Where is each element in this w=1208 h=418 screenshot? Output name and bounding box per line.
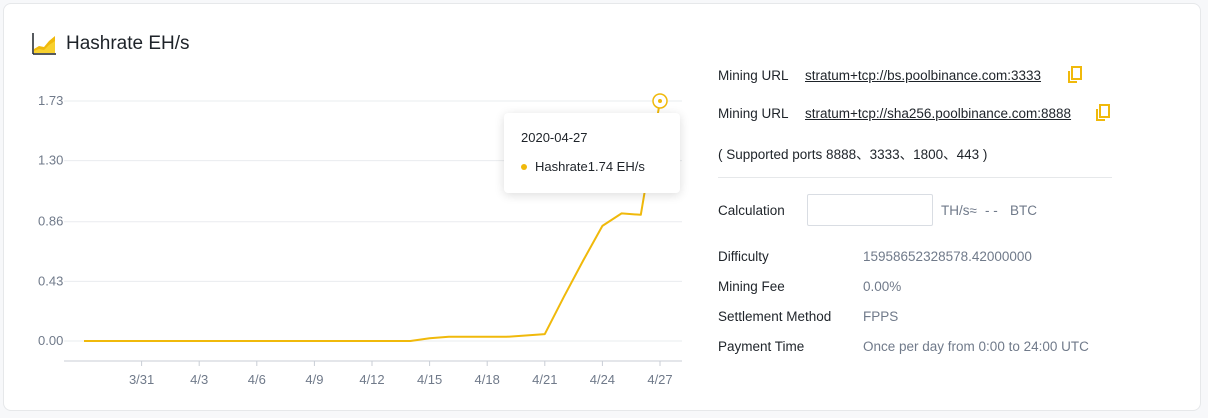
tooltip-date: 2020-04-27 (521, 130, 588, 145)
tooltip-series-name: Hashrate (535, 159, 588, 174)
supported-ports-note: ( Supported ports 8888、3333、1800、443 ) (718, 147, 988, 162)
calculation-result: - - (985, 203, 998, 218)
detail-value: FPPS (863, 309, 899, 324)
x-tick-label: 3/31 (129, 372, 154, 387)
mining-url-link[interactable]: stratum+tcp://sha256.poolbinance.com:888… (805, 106, 1072, 121)
copy-icon[interactable] (1095, 104, 1111, 122)
hashrate-line-chart: 1.73 1.30 0.86 0.43 0.00 3/31 4/3 4/6 4/9 4/12 4/… (38, 93, 682, 387)
tooltip-row: Hashrate 1.74 EH/s (521, 159, 680, 174)
detail-label: Mining Fee (718, 279, 785, 294)
detail-value: 0.00% (863, 279, 902, 294)
series-dot-icon (521, 163, 527, 170)
chart-tooltip: 2020-04-27 Hashrate 1.74 EH/s (504, 113, 680, 193)
x-tick-label: 4/12 (359, 372, 384, 387)
y-tick-label: 1.73 (38, 93, 63, 108)
calculation-label: Calculation (718, 203, 785, 218)
x-axis: 3/31 4/3 4/6 4/9 4/12 4/15 4/18 4/21 4/24 4/27 (129, 361, 673, 387)
x-tick-label: 4/21 (532, 372, 557, 387)
detail-value: Once per day from 0:00 to 24:00 UTC (863, 339, 1089, 354)
card-title: Hashrate EH/s (66, 33, 190, 54)
hashrate-chart-icon (32, 33, 56, 55)
detail-label: Settlement Method (718, 309, 832, 324)
detail-value: 15958652328578.42000000 (863, 249, 1032, 264)
x-tick-label: 4/3 (190, 372, 208, 387)
y-tick-label: 0.00 (38, 333, 63, 348)
detail-label: Payment Time (718, 339, 805, 354)
hashrate-calculation-input[interactable] (807, 194, 933, 226)
x-tick-label: 4/6 (248, 372, 266, 387)
divider (718, 177, 1112, 178)
x-tick-label: 4/18 (475, 372, 500, 387)
mining-url-label: Mining URL (718, 106, 789, 121)
y-tick-label: 1.30 (38, 153, 63, 168)
x-tick-label: 4/24 (590, 372, 615, 387)
mining-url-row-2: Mining URL stratum+tcp://sha256.poolbina… (718, 106, 1118, 126)
y-tick-label: 0.43 (38, 273, 63, 288)
copy-icon[interactable] (1067, 66, 1083, 84)
hashrate-point (658, 99, 662, 103)
detail-label: Difficulty (718, 249, 769, 264)
x-tick-label: 4/15 (417, 372, 442, 387)
hashrate-card (3, 3, 1201, 411)
mining-url-link[interactable]: stratum+tcp://bs.poolbinance.com:3333 (805, 68, 1042, 83)
x-tick-label: 4/9 (305, 372, 323, 387)
chart-series (84, 93, 668, 342)
mining-url-row-1: Mining URL stratum+tcp://bs.poolbinance.… (718, 68, 1118, 88)
card-header: Hashrate EH/s (30, 30, 190, 58)
y-tick-label: 0.86 (38, 214, 63, 229)
hashrate-series-line (84, 100, 661, 342)
calculation-currency: BTC (1010, 203, 1037, 218)
mining-url-label: Mining URL (718, 68, 789, 83)
calculation-unit: TH/s≈ (941, 203, 977, 218)
y-axis: 1.73 1.30 0.86 0.43 0.00 (38, 93, 63, 348)
x-tick-label: 4/27 (647, 372, 672, 387)
tooltip-value: 1.74 EH/s (587, 159, 645, 174)
